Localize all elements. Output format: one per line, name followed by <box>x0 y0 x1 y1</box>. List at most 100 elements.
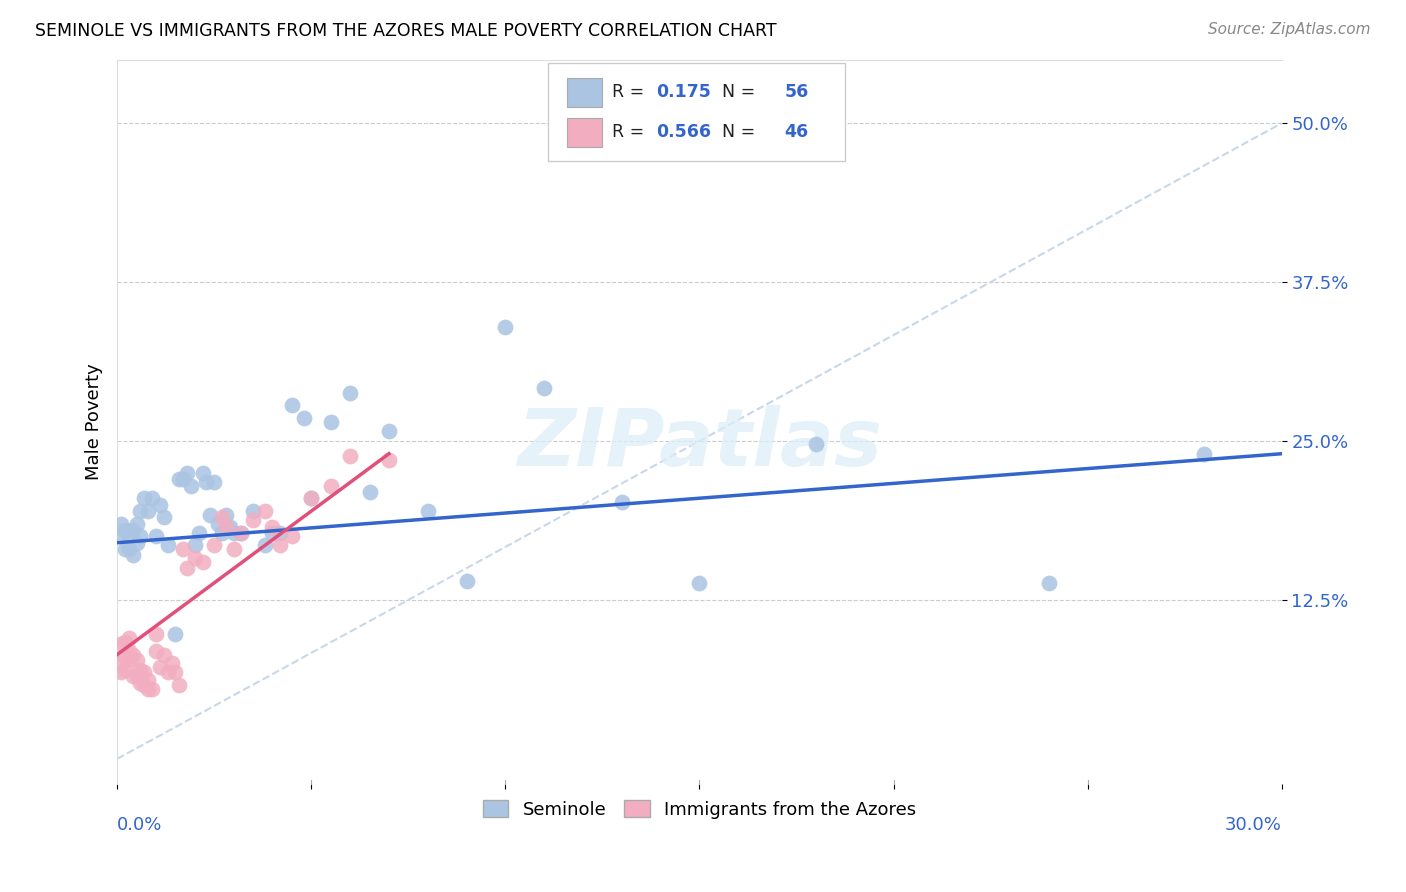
Point <box>378 453 401 467</box>
Point <box>176 466 198 480</box>
Point <box>145 627 167 641</box>
Text: 0.0%: 0.0% <box>117 816 163 834</box>
Point <box>231 525 253 540</box>
Point <box>191 555 214 569</box>
Point <box>281 398 304 412</box>
Point <box>169 678 191 692</box>
Point <box>114 542 136 557</box>
Point <box>114 523 136 537</box>
Point <box>416 504 439 518</box>
Point <box>121 648 143 662</box>
Text: 0.566: 0.566 <box>657 123 711 141</box>
Point <box>141 491 163 506</box>
Point <box>129 663 152 677</box>
Point <box>160 657 183 671</box>
Point <box>269 538 291 552</box>
Point <box>134 665 156 680</box>
Point <box>141 681 163 696</box>
Point <box>121 523 143 537</box>
Text: 0.175: 0.175 <box>657 83 711 101</box>
Point <box>688 576 710 591</box>
Text: ZIPatlas: ZIPatlas <box>517 405 882 483</box>
Point <box>125 535 148 549</box>
Point <box>231 525 253 540</box>
FancyBboxPatch shape <box>567 118 602 146</box>
Point <box>110 665 132 680</box>
Point <box>118 644 141 658</box>
Point <box>110 529 132 543</box>
Point <box>125 669 148 683</box>
Point <box>202 538 225 552</box>
Text: 56: 56 <box>785 83 808 101</box>
Point <box>269 525 291 540</box>
Point <box>292 411 315 425</box>
Point <box>172 472 194 486</box>
Point <box>110 637 132 651</box>
Point <box>339 385 361 400</box>
Point <box>187 525 209 540</box>
FancyBboxPatch shape <box>567 78 602 107</box>
Point <box>110 657 132 671</box>
Point <box>253 504 276 518</box>
Point <box>129 675 152 690</box>
Point <box>149 498 172 512</box>
Point <box>145 644 167 658</box>
Point <box>118 653 141 667</box>
Point <box>129 504 152 518</box>
Point <box>118 631 141 645</box>
Point <box>804 436 827 450</box>
Point <box>136 673 159 687</box>
Text: 46: 46 <box>785 123 808 141</box>
Point <box>165 627 187 641</box>
Point <box>200 508 222 522</box>
Point <box>180 478 202 492</box>
Point <box>211 525 233 540</box>
Point <box>118 529 141 543</box>
Point <box>533 381 555 395</box>
Point <box>253 538 276 552</box>
Point <box>262 520 284 534</box>
Point <box>125 516 148 531</box>
Point <box>339 450 361 464</box>
Point <box>1038 576 1060 591</box>
Y-axis label: Male Poverty: Male Poverty <box>86 364 103 480</box>
Point <box>125 653 148 667</box>
Point <box>145 529 167 543</box>
FancyBboxPatch shape <box>548 63 845 161</box>
Text: R =: R = <box>612 123 650 141</box>
Point <box>215 520 238 534</box>
Point <box>184 551 207 566</box>
Point <box>134 491 156 506</box>
Text: R =: R = <box>612 83 650 101</box>
Point <box>114 650 136 665</box>
Point <box>184 538 207 552</box>
Text: SEMINOLE VS IMMIGRANTS FROM THE AZORES MALE POVERTY CORRELATION CHART: SEMINOLE VS IMMIGRANTS FROM THE AZORES M… <box>35 22 776 40</box>
Point <box>494 319 516 334</box>
Point <box>299 491 322 506</box>
Point <box>156 665 179 680</box>
Text: N =: N = <box>711 123 761 141</box>
Point <box>207 516 229 531</box>
Point <box>121 669 143 683</box>
Point <box>299 491 322 506</box>
Point <box>218 520 240 534</box>
Point <box>1192 447 1215 461</box>
Point <box>222 525 245 540</box>
Point <box>378 424 401 438</box>
Point <box>134 678 156 692</box>
Point <box>129 529 152 543</box>
Legend: Seminole, Immigrants from the Azores: Seminole, Immigrants from the Azores <box>475 793 924 826</box>
Point <box>156 538 179 552</box>
Point <box>281 529 304 543</box>
Point <box>149 660 172 674</box>
Point <box>191 466 214 480</box>
Point <box>215 508 238 522</box>
Point <box>211 510 233 524</box>
Point <box>195 475 218 489</box>
Point <box>172 542 194 557</box>
Point <box>456 574 478 588</box>
Point <box>118 542 141 557</box>
Point <box>136 681 159 696</box>
Point <box>136 504 159 518</box>
Text: N =: N = <box>711 83 761 101</box>
